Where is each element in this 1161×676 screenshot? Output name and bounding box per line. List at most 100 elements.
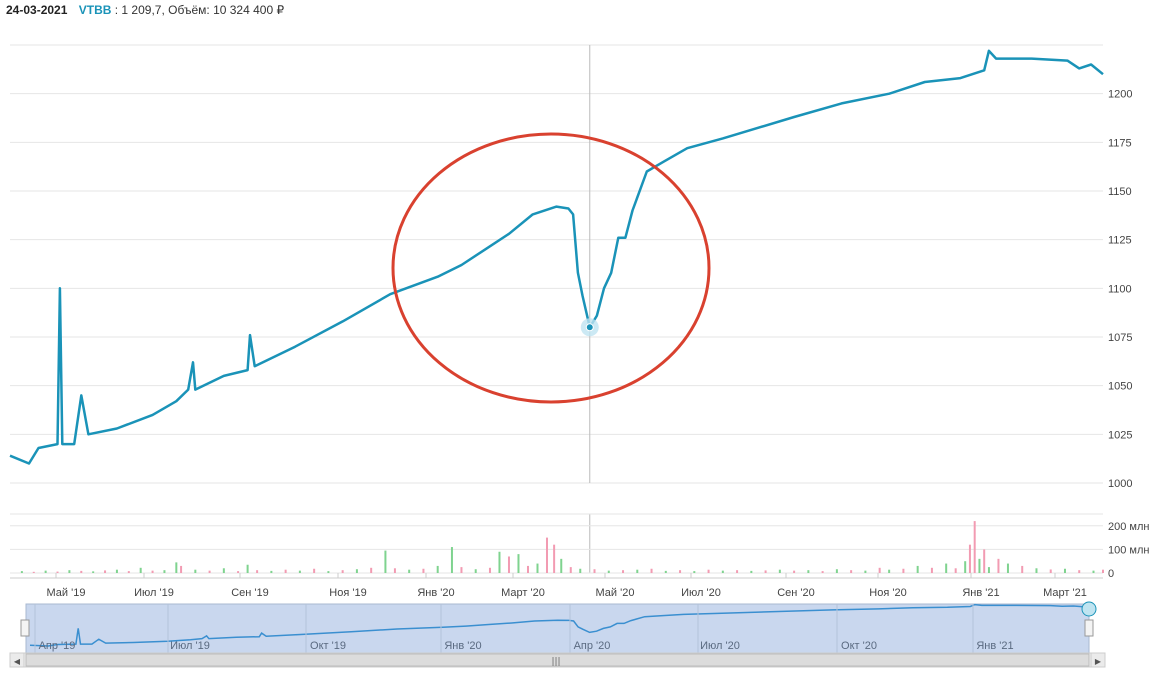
volume-bar	[498, 551, 501, 573]
price-y-tick-label: 1000	[1108, 478, 1132, 490]
volume-bar	[764, 570, 767, 573]
volume-bars	[20, 521, 1104, 573]
volume-bar	[139, 567, 142, 573]
volume-bar	[384, 550, 387, 573]
volume-y-axis: 200 млн 100 млн 0	[1108, 521, 1149, 580]
volume-bar	[1049, 569, 1052, 573]
header-separator: :	[114, 3, 122, 17]
volume-bar	[793, 570, 796, 573]
navigator-tick-label: Апр '20	[574, 640, 611, 652]
volume-bar	[92, 571, 95, 573]
volume-bar	[422, 568, 425, 573]
volume-bar	[222, 568, 225, 573]
volume-bar	[553, 544, 556, 573]
volume-bar	[650, 568, 653, 573]
volume-bar	[68, 570, 71, 573]
volume-bar	[902, 568, 905, 573]
volume-bar	[327, 571, 330, 573]
volume-bar	[545, 537, 548, 573]
price-series-line	[9, 49, 1104, 465]
header-ticker: VTBB	[78, 3, 112, 17]
volume-bar	[56, 571, 59, 573]
navigator-axis: Апр '19 Июл '19 Окт '19 Янв '20 Апр '20 Июл '…	[34, 604, 1014, 653]
volume-bar	[569, 567, 572, 573]
scrollbar-thumb[interactable]	[25, 653, 1090, 667]
navigator-tick-label: Окт '19	[310, 640, 346, 652]
volume-bar	[175, 562, 178, 573]
header-price: 1 209,7	[121, 3, 162, 17]
volume-bar	[945, 563, 948, 573]
price-y-tick-label: 1200	[1108, 89, 1132, 101]
volume-bar	[151, 570, 154, 573]
volume-y-tick-label: 200 млн	[1108, 521, 1149, 533]
scrollbar-left-button[interactable]	[9, 652, 25, 668]
volume-bar	[436, 565, 439, 573]
volume-bar	[607, 570, 610, 573]
price-y-tick-label: 1075	[1108, 332, 1132, 344]
volume-bar	[1006, 563, 1009, 573]
scroll-left-arrow-icon[interactable]: ◀	[14, 657, 21, 666]
header-volume-label: Объём:	[168, 3, 210, 17]
x-tick-label: Март '21	[1043, 587, 1087, 599]
volume-bar	[20, 571, 23, 573]
x-tick-label: Янв '21	[962, 587, 999, 599]
volume-bar	[115, 569, 118, 573]
x-tick-label: Сен '20	[777, 587, 815, 599]
scroll-right-arrow-icon[interactable]: ▶	[1095, 657, 1102, 666]
x-tick-label: Май '20	[596, 587, 635, 599]
volume-bar	[664, 570, 667, 573]
volume-bar	[32, 571, 35, 573]
volume-bar	[507, 556, 510, 573]
navigator-end-marker	[1081, 601, 1097, 617]
volume-bar	[968, 544, 971, 573]
x-tick-label: Май '19	[47, 587, 86, 599]
price-y-tick-label: 1025	[1108, 429, 1132, 441]
navigator-tick-label: Июл '20	[700, 640, 740, 652]
volume-bar	[622, 570, 625, 573]
volume-bar	[973, 521, 976, 573]
volume-bar	[850, 570, 853, 573]
volume-bar	[408, 569, 411, 573]
volume-bar	[298, 570, 301, 573]
volume-bar	[526, 565, 529, 573]
volume-bar	[246, 564, 249, 573]
volume-bar	[930, 567, 933, 573]
navigator-right-handle[interactable]	[1084, 619, 1094, 637]
price-y-axis: 1000 1025 1050 1075 1100 1125 1150 1175 1200	[1108, 89, 1132, 490]
volume-bar	[313, 568, 316, 573]
volume-bar	[104, 570, 107, 573]
volume-y-tick-label: 100 млн	[1108, 544, 1149, 556]
navigator-tick-label: Янв '20	[444, 640, 481, 652]
volume-bar	[987, 567, 990, 573]
volume-bar	[208, 570, 211, 573]
volume-bar	[536, 563, 539, 573]
volume-bar	[270, 570, 273, 573]
volume-bar	[1078, 570, 1081, 573]
x-tick-label: Июл '20	[681, 587, 721, 599]
volume-bar	[163, 570, 166, 573]
navigator-left-handle[interactable]	[20, 619, 30, 637]
volume-bar	[474, 569, 477, 573]
price-y-tick-label: 1100	[1108, 283, 1132, 295]
volume-bar	[560, 558, 563, 573]
volume-bar	[1102, 569, 1104, 573]
navigator-tick-label: Окт '20	[841, 640, 877, 652]
volume-bar	[460, 567, 463, 573]
volume-bar	[1092, 570, 1095, 573]
volume-bar	[916, 565, 919, 573]
volume-bar	[888, 569, 891, 573]
volume-bar	[978, 558, 981, 573]
navigator[interactable]: Апр '19 Июл '19 Окт '19 Янв '20 Апр '20 Июл '…	[20, 601, 1097, 654]
scrollbar[interactable]: ||| ◀ ▶	[9, 652, 1106, 668]
volume-bar	[821, 571, 824, 573]
volume-bar	[355, 569, 358, 573]
x-tick-label: Март '20	[501, 587, 545, 599]
volume-bar	[864, 570, 867, 573]
volume-bar	[256, 570, 259, 573]
scrollbar-right-button[interactable]	[1090, 652, 1106, 668]
volume-bar	[679, 570, 682, 573]
volume-grid	[10, 513, 1103, 574]
volume-bar	[707, 569, 710, 573]
volume-bar	[807, 570, 810, 573]
